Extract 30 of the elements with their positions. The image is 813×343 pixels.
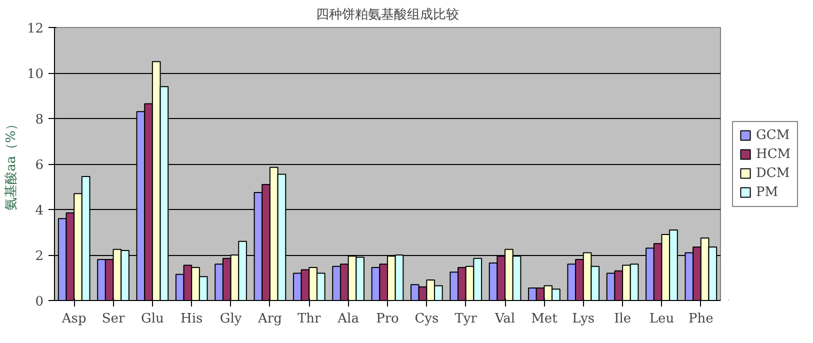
x-tick-label: Ser xyxy=(102,312,126,326)
y-tick-label: 6 xyxy=(35,158,44,173)
x-tick-label: Arg xyxy=(257,312,282,326)
x-tick-label: Leu xyxy=(649,312,674,326)
x-tick-label: Ala xyxy=(336,312,360,326)
x-tick-label: Tyr xyxy=(454,312,478,326)
x-tick-label: Val xyxy=(494,312,516,326)
x-tick-label: Glu xyxy=(140,312,164,326)
legend-label: GCM xyxy=(756,128,790,142)
legend-label: PM xyxy=(756,184,778,200)
x-tick-label: Pro xyxy=(376,312,400,326)
x-tick-label: Gly xyxy=(220,312,242,326)
y-tick-label: 12 xyxy=(26,22,44,36)
y-tick-label: 10 xyxy=(26,67,44,82)
x-tick-label: Phe xyxy=(688,312,714,326)
chart-title: 四种饼粕氨基酸组成比较 xyxy=(316,8,459,22)
x-tick-label: Cys xyxy=(414,312,439,326)
y-tick-label: 4 xyxy=(35,204,44,218)
x-tick-label: Met xyxy=(531,312,558,326)
x-tick-label: Asp xyxy=(60,312,86,326)
x-tick-label: Thr xyxy=(298,312,322,326)
legend-label: HCM xyxy=(756,146,791,162)
legend-label: DCM xyxy=(756,166,790,180)
y-tick-label: 2 xyxy=(35,249,44,264)
x-tick-label: Lys xyxy=(572,312,595,326)
x-tick-label: His xyxy=(180,312,203,326)
y-tick-label: 8 xyxy=(35,112,44,128)
x-tick-label: Ile xyxy=(614,312,632,326)
y-tick-label: 0 xyxy=(35,294,44,310)
y-axis-title: 氨基酸aa（%） xyxy=(4,118,19,210)
